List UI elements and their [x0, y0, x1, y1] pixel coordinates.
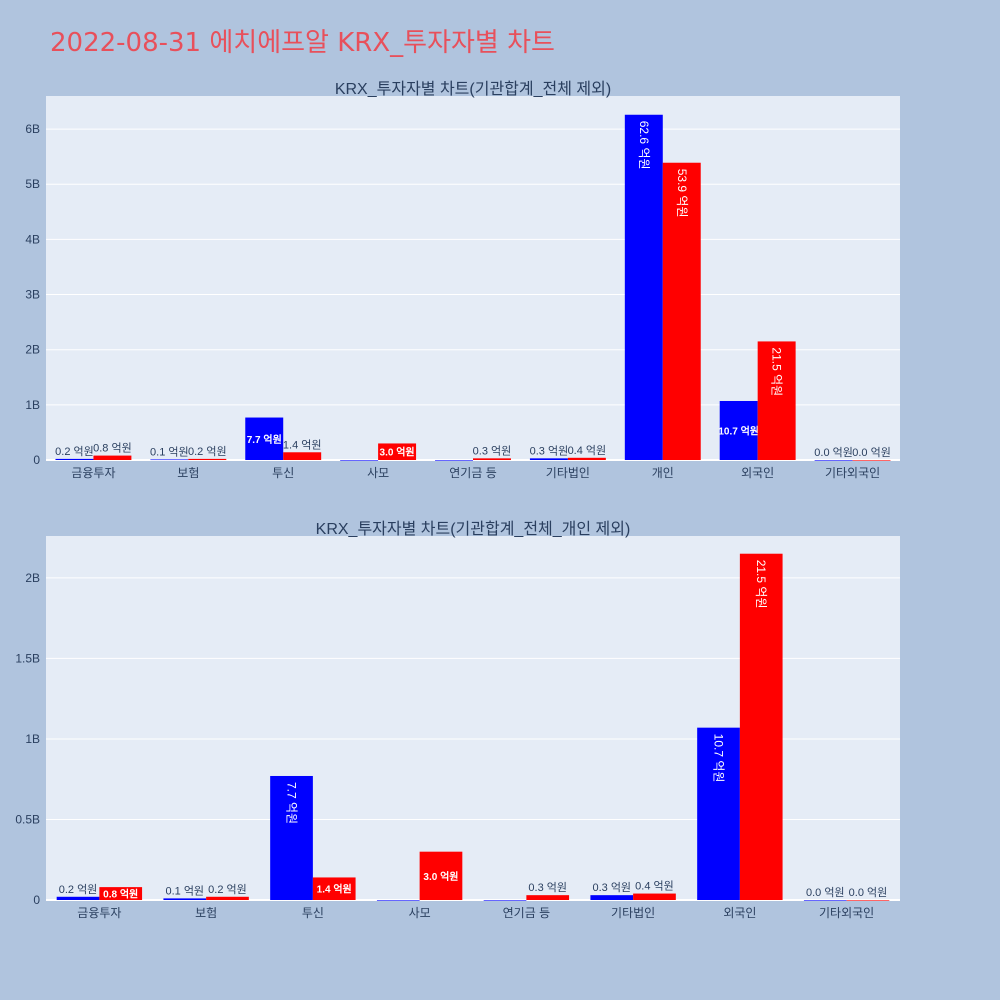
x-tick-label: 외국인 [741, 466, 774, 480]
bar-data-label: 0.2 억원 [55, 445, 94, 458]
bar [803, 900, 847, 901]
bar [719, 400, 758, 460]
x-tick-label: 보험 [195, 906, 217, 920]
bar [312, 877, 356, 900]
bar [245, 417, 284, 460]
bar-data-label: 0.8 억원 [93, 442, 132, 455]
bar-data-label: 1.4 억원 [283, 438, 322, 451]
x-tick-label: 보험 [177, 466, 199, 480]
bar [378, 443, 417, 460]
bar-data-label: 0.2 억원 [208, 883, 247, 896]
y-tick-label: 2B [25, 343, 40, 357]
bar [473, 458, 511, 460]
x-tick-label: 금융투자 [71, 466, 115, 480]
page-title: 2022-08-31 에치에프알 KRX_투자자별 차트 [50, 28, 555, 58]
bar [283, 452, 322, 460]
bar-data-label: 10.7 억원 [718, 424, 759, 437]
chart-2: KRX_투자자별 차트(기관합계_전체_개인 제외) 0 0.5B 1B 1.5B 2B 금… [15, 520, 900, 920]
y-tick-label: 1B [25, 398, 40, 412]
y-tick-label: 4B [25, 232, 40, 246]
bar [99, 887, 143, 900]
y-tick-label: 5B [25, 177, 40, 191]
bar-data-label: 0.3 억원 [592, 881, 631, 894]
bar [206, 896, 249, 900]
y-tick-label: 0 [33, 893, 40, 907]
x-tick-label: 외국인 [723, 906, 756, 920]
y-tick-label: 2B [25, 571, 40, 585]
bar [624, 114, 663, 460]
bar [590, 895, 634, 900]
bar [633, 893, 676, 900]
bar-data-label: 0.3 억원 [528, 881, 567, 894]
bar-data-label: 0.4 억원 [568, 444, 607, 457]
x-tick-label: 투신 [272, 466, 294, 480]
bar [150, 459, 189, 461]
x-tick-label: 투신 [302, 906, 324, 920]
bar-data-label: 0.1 억원 [150, 445, 189, 458]
x-tick-label: 사모 [367, 466, 389, 480]
x-tick-label: 기타외국인 [819, 906, 874, 920]
bar-data-label: 3.0 억원 [380, 446, 415, 459]
chart-title: KRX_투자자별 차트(기관합계_전체_개인 제외) [316, 520, 631, 538]
bar [56, 896, 100, 900]
bar [567, 457, 606, 460]
y-tick-label: 1.5B [15, 651, 40, 665]
bar [846, 900, 890, 901]
y-tick-label: 0 [33, 453, 40, 467]
bar [757, 341, 796, 460]
bar-data-label: 0.1 억원 [165, 884, 204, 897]
bar-data-label: 0.8 억원 [103, 888, 138, 901]
bar [55, 458, 94, 460]
bar [435, 460, 473, 461]
bar-data-label: 0.3 억원 [530, 444, 569, 457]
x-tick-label: 기타법인 [546, 466, 590, 480]
bar [852, 460, 891, 461]
bar [163, 898, 207, 900]
bar [483, 900, 527, 901]
bar-data-label: 62.6 억원 [637, 121, 651, 170]
bar [93, 455, 132, 460]
y-tick-label: 3B [25, 288, 40, 302]
bar [270, 775, 313, 900]
bar-data-label: 0.0 억원 [852, 446, 891, 459]
bar-data-label: 7.7 억원 [247, 433, 282, 446]
bar [662, 162, 701, 460]
y-tick-label: 1B [25, 732, 40, 746]
x-tick-label: 연기금 등 [503, 906, 551, 920]
bar-data-label: 0.0 억원 [849, 886, 888, 899]
x-tick-label: 연기금 등 [449, 466, 497, 480]
bar-data-label: 0.3 억원 [473, 444, 512, 457]
x-tick-label: 금융투자 [77, 906, 121, 920]
bar [697, 727, 740, 900]
bar-data-label: 0.2 억원 [188, 445, 227, 458]
bar-data-label: 10.7 억원 [712, 734, 726, 783]
bar-data-label: 0.4 억원 [635, 880, 674, 893]
bar [739, 553, 783, 900]
bar-data-label: 21.5 억원 [754, 560, 768, 609]
x-tick-label: 사모 [409, 906, 431, 920]
y-tick-label: 6B [25, 122, 40, 136]
x-tick-label: 개인 [652, 466, 674, 480]
bar [529, 458, 568, 460]
x-tick-label: 기타외국인 [825, 466, 880, 480]
chart-title: KRX_투자자별 차트(기관합계_전체 제외) [335, 80, 611, 98]
bar-data-label: 7.7 억원 [285, 782, 299, 824]
bar-data-label: 1.4 억원 [317, 883, 352, 896]
bar-data-label: 21.5 억원 [770, 347, 784, 396]
bar [526, 895, 570, 900]
x-tick-label: 기타법인 [611, 906, 655, 920]
y-tick-label: 0.5B [15, 812, 40, 826]
bar [340, 460, 379, 461]
chart-1: KRX_투자자별 차트(기관합계_전체 제외) 0 1B 2B 3B 4B 5B 6B 금융투자… [25, 80, 900, 480]
bar-data-label: 0.0 억원 [806, 886, 845, 899]
bar [814, 460, 853, 461]
bar-data-label: 0.2 억원 [59, 883, 98, 896]
bar [188, 458, 227, 460]
bar [419, 851, 463, 900]
bar-data-label: 53.9 억원 [675, 169, 689, 218]
bar-data-label: 3.0 억원 [423, 870, 458, 883]
bar-data-label: 0.0 억원 [814, 446, 853, 459]
bar [376, 900, 420, 901]
